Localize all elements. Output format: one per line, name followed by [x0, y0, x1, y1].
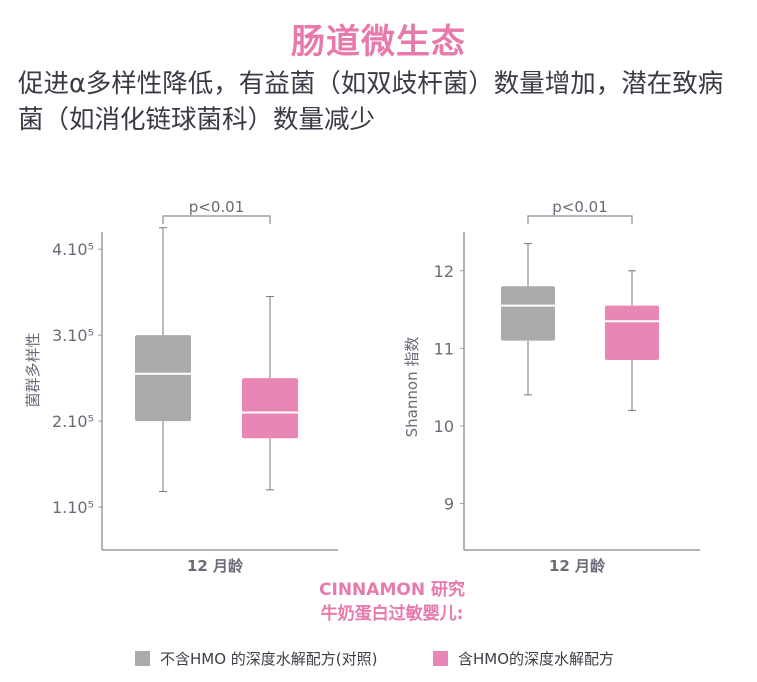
significance-bracket	[162, 215, 271, 224]
y-tick-label: 3.10⁵	[52, 326, 94, 345]
y-tick-label: 9	[444, 494, 454, 513]
box	[135, 335, 191, 422]
page-title: 肠道微生态	[291, 22, 466, 62]
study-name: CINNAMON 研究	[319, 580, 465, 600]
y-tick-label: 1.10⁵	[52, 498, 94, 517]
box	[501, 286, 555, 341]
y-tick-label: 4.10⁵	[52, 240, 94, 259]
y-axis-label: Shannon 指数	[403, 337, 421, 438]
y-tick-label: 11	[434, 339, 454, 358]
significance-label: p<0.01	[189, 198, 245, 216]
box	[605, 305, 659, 360]
box	[242, 378, 298, 439]
significance-bracket	[527, 215, 633, 224]
y-tick-label: 12	[434, 262, 454, 281]
legend-item-control: 不含HMO 的深度水解配方(对照)	[135, 648, 378, 669]
legend-swatch-control	[135, 651, 150, 666]
y-tick-label: 2.10⁵	[52, 412, 94, 431]
legend-swatch-hmo	[433, 651, 448, 666]
y-tick-label: 10	[434, 417, 454, 436]
x-axis-label: 12 月龄	[187, 557, 244, 575]
y-axis-label: 菌群多样性	[24, 332, 42, 407]
legend-item-hmo: 含HMO的深度水解配方	[433, 648, 614, 669]
significance-label: p<0.01	[552, 198, 608, 216]
x-axis-label: 12 月龄	[549, 557, 606, 575]
legend-label-control: 不含HMO 的深度水解配方(对照)	[160, 650, 378, 668]
page-subtitle: 促进α多样性降低，有益菌（如双歧杆菌）数量增加，潜在致病菌（如消化链球菌科）数量…	[18, 69, 724, 135]
study-population: 牛奶蛋白过敏婴儿:	[320, 604, 464, 624]
legend-label-hmo: 含HMO的深度水解配方	[458, 650, 615, 668]
